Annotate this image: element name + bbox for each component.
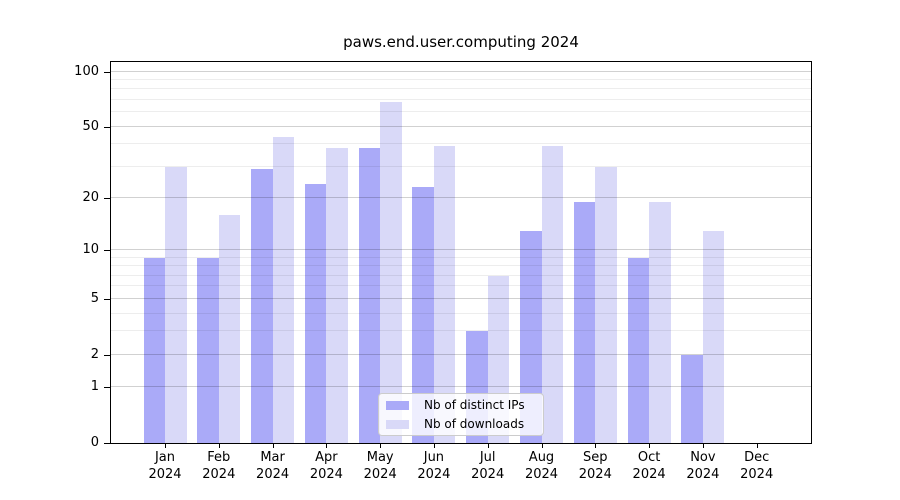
bar-downloads-may — [380, 102, 402, 443]
bar-downloads-jan — [165, 166, 187, 443]
y-axis-tick — [104, 71, 110, 73]
x-axis-tick-label: Feb 2024 — [202, 450, 236, 482]
x-axis-tick — [218, 443, 220, 448]
y-axis-tick-label: 100 — [74, 63, 99, 79]
bar-distinct-ips-jan — [143, 257, 165, 443]
legend-item: Nb of downloads — [386, 416, 543, 432]
y-axis-tick — [104, 250, 110, 251]
legend: Nb of distinct IPs Nb of downloads — [378, 393, 544, 436]
x-axis-tick-label: Jul 2024 — [471, 450, 505, 482]
y-axis-tick-label: 2 — [90, 346, 99, 362]
y-axis-tick — [104, 198, 110, 199]
bar-downloads-oct — [649, 201, 671, 443]
y-axis-tick — [104, 126, 110, 128]
bars-layer — [111, 62, 811, 443]
x-axis-tick-label: Apr 2024 — [309, 450, 343, 482]
x-axis-tick — [702, 443, 704, 448]
y-axis-tick — [104, 387, 110, 389]
x-axis-tick-label: Jun 2024 — [417, 450, 451, 482]
bar-downloads-nov — [702, 230, 725, 443]
y-axis-tick-label: 0 — [90, 435, 99, 450]
x-axis-tick-label: Jan 2024 — [148, 450, 182, 482]
legend-item: Nb of distinct IPs — [386, 397, 543, 413]
x-axis-tick — [756, 443, 758, 448]
bar-downloads-jun — [433, 146, 456, 443]
bar-distinct-ips-jun — [412, 187, 434, 443]
bar-distinct-ips-mar — [251, 169, 273, 443]
legend-label-distinct-ips: Nb of distinct IPs — [424, 398, 525, 412]
bar-distinct-ips-oct — [627, 257, 650, 443]
y-axis-tick — [104, 298, 110, 300]
bar-downloads-feb — [218, 215, 241, 443]
plot-area — [110, 61, 812, 444]
x-axis-tick — [380, 443, 382, 448]
bar-distinct-ips-nov — [681, 354, 703, 443]
x-axis-tick-label: Oct 2024 — [632, 450, 666, 482]
y-axis-tick-label: 20 — [82, 190, 99, 205]
x-axis-tick-label: Mar 2024 — [256, 450, 290, 482]
bar-downloads-mar — [272, 136, 295, 443]
bar-downloads-sep — [595, 166, 617, 443]
y-axis-tick-label: 5 — [90, 290, 99, 306]
y-axis-tick-label: 10 — [82, 242, 99, 257]
bar-distinct-ips-aug — [520, 230, 542, 443]
legend-swatch-downloads — [386, 419, 409, 429]
x-axis-tick-label: May 2024 — [363, 450, 397, 482]
y-axis-tick-label: 50 — [82, 118, 99, 134]
bar-downloads-aug — [541, 146, 564, 443]
x-axis-tick — [487, 443, 489, 448]
legend-swatch-distinct-ips — [386, 400, 409, 410]
y-axis-tick-label: 1 — [90, 379, 99, 395]
bar-distinct-ips-apr — [304, 184, 327, 443]
x-axis-tick-label: Nov 2024 — [686, 450, 720, 482]
x-axis-tick — [595, 443, 597, 448]
bar-distinct-ips-feb — [197, 257, 219, 443]
y-axis-tick — [104, 443, 110, 444]
x-axis-tick — [165, 443, 166, 448]
y-axis-tick — [104, 354, 110, 356]
x-axis-tick — [326, 443, 328, 448]
x-axis-tick — [272, 443, 274, 448]
x-axis-tick-label: Sep 2024 — [578, 450, 612, 482]
bar-distinct-ips-sep — [573, 201, 596, 443]
x-axis-tick — [649, 443, 651, 448]
bar-distinct-ips-may — [358, 148, 381, 443]
x-axis-tick — [433, 443, 435, 448]
bar-downloads-apr — [326, 148, 348, 443]
x-axis-tick — [541, 443, 543, 448]
x-axis-tick-label: Aug 2024 — [524, 450, 559, 482]
chart-title: paws.end.user.computing 2024 — [343, 33, 579, 51]
x-axis-tick-label: Dec 2024 — [740, 450, 774, 482]
legend-label-downloads: Nb of downloads — [424, 417, 525, 431]
